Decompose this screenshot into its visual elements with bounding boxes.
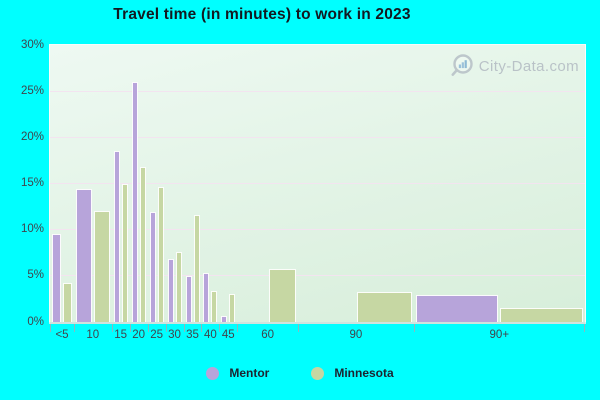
x-label-90: 90 <box>349 329 363 341</box>
y-tick-label-25: 25% <box>20 84 44 97</box>
x-axis-tick-11 <box>413 324 415 332</box>
x-label-35: 35 <box>186 329 199 341</box>
x-label-60: 60 <box>261 329 275 341</box>
legend-item-mentor: Mentor <box>206 366 269 380</box>
bar-mentor-30[interactable] <box>167 259 174 322</box>
city-data-logo-icon <box>451 54 473 76</box>
bar-minnesota-20[interactable] <box>139 166 146 322</box>
x-label-90plus: 90+ <box>489 329 510 341</box>
watermark-link[interactable]: City-Data.com <box>450 53 579 79</box>
x-label-10: 10 <box>86 329 100 341</box>
bar-mentor-10[interactable] <box>75 189 92 322</box>
bar-minnesota-90plus[interactable] <box>500 308 583 322</box>
x-axis-tick-12 <box>584 324 585 332</box>
x-axis-tick-8 <box>219 324 221 332</box>
y-tick-label-30: 30% <box>20 38 44 51</box>
x-axis-tick-0 <box>50 324 51 332</box>
x-label-45: 45 <box>221 329 235 341</box>
y-tick-label-15: 15% <box>20 177 44 189</box>
x-label-lt5: <5 <box>55 329 69 341</box>
y-tick-label-20: 20% <box>20 130 44 143</box>
gridline-20 <box>50 136 585 138</box>
bar-mentor-25[interactable] <box>149 212 156 322</box>
bar-minnesota-10[interactable] <box>93 211 110 322</box>
bar-minnesota-45[interactable] <box>229 294 236 322</box>
x-axis-tick-3 <box>129 324 131 332</box>
bar-minnesota-15[interactable] <box>121 184 128 322</box>
gridline-15 <box>50 183 585 184</box>
x-axis-tick-6 <box>183 324 185 332</box>
x-label-15: 15 <box>114 329 128 341</box>
bar-minnesota-35[interactable] <box>193 214 200 322</box>
x-axis-tick-9 <box>237 324 239 332</box>
bar-mentor-35[interactable] <box>185 275 192 322</box>
chart-title: Travel time (in minutes) to work in 2023 <box>113 6 411 23</box>
x-axis-tick-1 <box>73 324 75 332</box>
gridline-25 <box>50 90 585 92</box>
bar-mentor-20[interactable] <box>131 81 138 322</box>
bar-mentor-40[interactable] <box>203 273 210 322</box>
gridline-10 <box>50 229 585 231</box>
bar-minnesota-60[interactable] <box>268 269 297 322</box>
watermark-text: City-Data.com <box>478 57 579 75</box>
y-tick-label-0: 0% <box>27 315 44 328</box>
bar-minnesota-lt5[interactable] <box>63 283 72 322</box>
bar-mentor-lt5[interactable] <box>52 234 61 322</box>
legend-dot-minnesota <box>311 366 325 380</box>
y-tick-label-10: 10% <box>20 223 44 236</box>
bar-minnesota-90[interactable] <box>356 291 412 322</box>
legend-label-mentor: Mentor <box>229 366 270 380</box>
x-axis-tick-2 <box>111 324 113 332</box>
bar-mentor-90plus[interactable] <box>415 295 499 322</box>
x-label-20: 20 <box>132 329 146 341</box>
x-label-40: 40 <box>203 329 217 341</box>
x-axis-tick-4 <box>147 324 149 332</box>
gridline-5 <box>50 275 585 277</box>
x-label-25: 25 <box>150 329 163 341</box>
y-axis: 30% 25% 20% 15% 10% 5% 0% <box>0 39 44 328</box>
x-axis-tick-7 <box>201 324 203 332</box>
bar-mentor-15[interactable] <box>113 151 120 322</box>
legend-label-minnesota: Minnesota <box>334 366 394 380</box>
bar-minnesota-25[interactable] <box>157 187 164 322</box>
legend-item-minnesota: Minnesota <box>311 366 394 380</box>
bar-mentor-45[interactable] <box>221 315 228 322</box>
legend-dot-mentor <box>206 366 220 380</box>
y-tick-label-5: 5% <box>27 269 44 282</box>
bar-minnesota-40[interactable] <box>211 290 218 322</box>
bar-minnesota-30[interactable] <box>175 251 182 322</box>
x-axis-tick-5 <box>165 324 167 332</box>
x-label-30: 30 <box>168 329 181 341</box>
plot-area: City-Data.com <box>49 44 586 324</box>
x-axis: <5 10 15 20 25 30 35 40 45 60 90 90+ <box>50 322 585 348</box>
legend: Mentor Minnesota <box>0 366 600 380</box>
x-axis-tick-10 <box>298 324 300 332</box>
